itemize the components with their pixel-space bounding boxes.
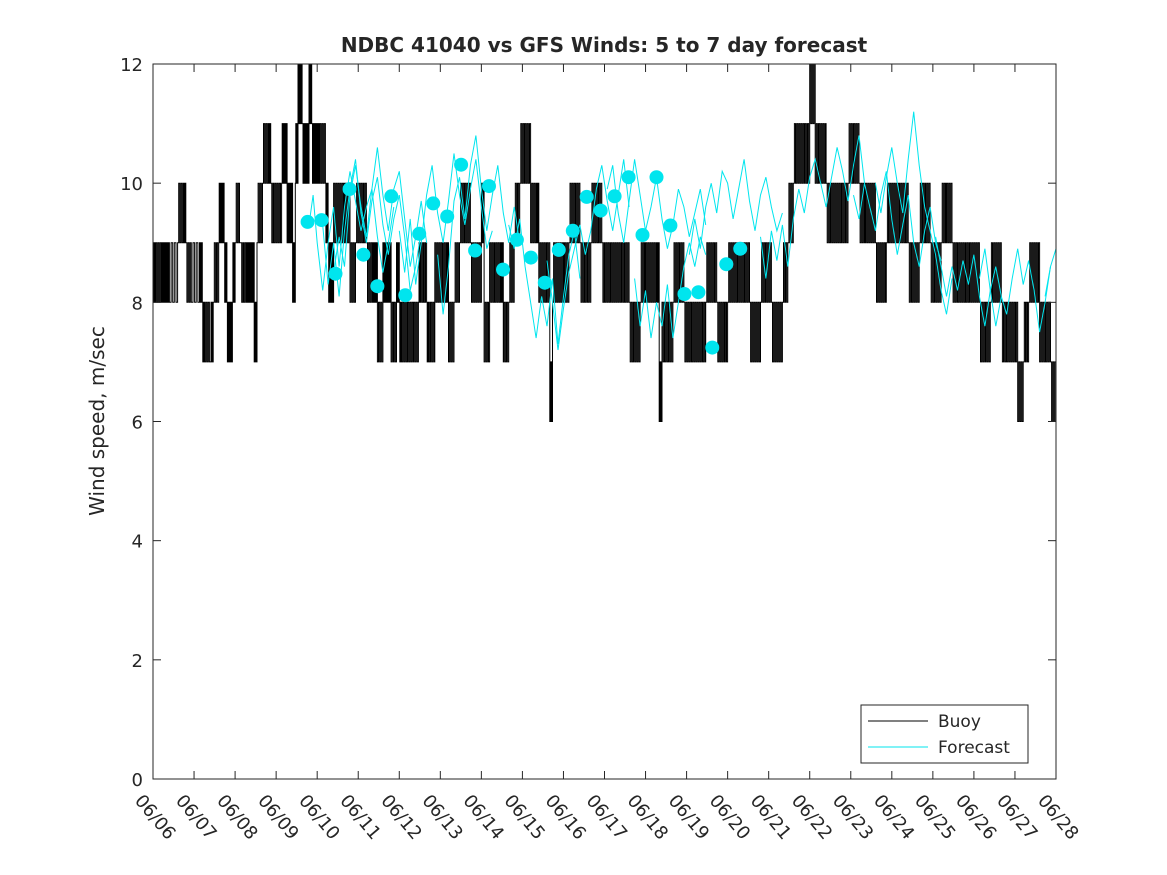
forecast-line bbox=[634, 236, 707, 339]
forecast-marker bbox=[691, 285, 706, 300]
forecast-marker bbox=[370, 279, 385, 294]
forecast-marker bbox=[454, 157, 469, 172]
forecast-marker bbox=[677, 287, 692, 301]
legend-buoy-label: Buoy bbox=[938, 712, 981, 732]
forecast-marker bbox=[509, 232, 524, 247]
forecast-marker bbox=[426, 196, 441, 211]
buoy-line bbox=[153, 64, 1056, 422]
forecast-line bbox=[333, 147, 428, 273]
y-tick-label: 0 bbox=[132, 770, 143, 791]
forecast-marker bbox=[565, 223, 580, 238]
forecast-marker bbox=[496, 262, 510, 277]
forecast-line bbox=[853, 171, 942, 267]
forecast-marker bbox=[398, 288, 413, 303]
forecast-marker bbox=[705, 340, 720, 355]
forecast-marker bbox=[593, 203, 608, 218]
chart-title: NDBC 41040 vs GFS Winds: 5 to 7 day fore… bbox=[341, 33, 868, 57]
forecast-marker bbox=[384, 189, 399, 204]
forecast-marker bbox=[719, 257, 734, 272]
forecast-marker bbox=[314, 213, 329, 228]
forecast-marker bbox=[579, 189, 594, 204]
forecast-line bbox=[688, 159, 783, 255]
forecast-marker bbox=[440, 209, 455, 224]
y-tick-label: 12 bbox=[120, 55, 143, 76]
forecast-line bbox=[1044, 246, 1056, 297]
forecast-marker bbox=[342, 182, 357, 197]
forecast-marker bbox=[607, 189, 622, 204]
forecast-marker bbox=[551, 242, 566, 257]
legend: Buoy Forecast bbox=[860, 704, 1029, 764]
forecast-marker bbox=[412, 226, 427, 241]
forecast-marker bbox=[635, 228, 650, 242]
forecast-series bbox=[308, 111, 1056, 351]
forecast-line bbox=[322, 159, 422, 297]
forecast-line bbox=[308, 171, 395, 291]
y-tick-label: 6 bbox=[132, 413, 143, 434]
y-axis-label: Wind speed, m/sec bbox=[85, 326, 109, 516]
forecast-marker bbox=[328, 266, 343, 281]
forecast-marker bbox=[733, 241, 748, 256]
y-tick-label: 10 bbox=[120, 174, 143, 195]
forecast-line bbox=[508, 218, 581, 345]
buoy-series bbox=[153, 64, 1056, 422]
forecast-marker bbox=[621, 170, 636, 185]
y-axis: 0 2 4 6 8 10 12 bbox=[120, 55, 1056, 791]
y-tick-label: 4 bbox=[132, 532, 143, 553]
y-tick-label: 2 bbox=[132, 651, 143, 672]
forecast-marker bbox=[468, 243, 483, 258]
forecast-marker bbox=[300, 214, 315, 229]
legend-box bbox=[860, 704, 1029, 764]
forecast-marker bbox=[649, 170, 664, 185]
legend-forecast-label: Forecast bbox=[938, 738, 1010, 758]
forecast-line bbox=[760, 135, 865, 279]
forecast-marker bbox=[523, 250, 538, 265]
forecast-line bbox=[437, 135, 521, 315]
forecast-marker bbox=[537, 275, 552, 290]
forecast-markers bbox=[300, 157, 748, 355]
forecast-line bbox=[546, 159, 630, 351]
forecast-marker bbox=[482, 179, 496, 194]
forecast-line bbox=[978, 248, 1051, 333]
forecast-marker bbox=[356, 247, 371, 262]
y-tick-label: 8 bbox=[132, 293, 143, 314]
forecast-line bbox=[874, 111, 953, 315]
forecast-marker bbox=[663, 218, 678, 233]
